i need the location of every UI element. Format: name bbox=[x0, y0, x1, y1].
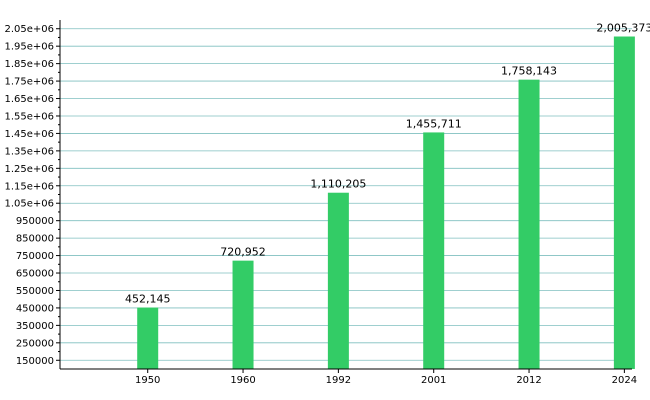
y-tick-label: 1.25e+06 bbox=[4, 164, 54, 175]
y-tick-label: 2.05e+06 bbox=[4, 24, 54, 35]
y-tick-label: 850000 bbox=[16, 234, 54, 245]
y-tick-label: 150000 bbox=[16, 356, 54, 367]
y-tick-label: 1.95e+06 bbox=[4, 42, 54, 53]
y-tick-label: 1.05e+06 bbox=[4, 199, 54, 210]
x-tick-label: 1992 bbox=[326, 375, 351, 386]
y-tick-label: 1.15e+06 bbox=[4, 181, 54, 192]
x-tick-label: 2012 bbox=[516, 375, 541, 386]
data-label: 1,455,711 bbox=[406, 117, 462, 130]
x-tick-label: 2024 bbox=[612, 375, 637, 386]
y-tick-label: 350000 bbox=[16, 321, 54, 332]
data-label: 1,110,205 bbox=[310, 178, 366, 191]
y-tick-label: 1.85e+06 bbox=[4, 59, 54, 70]
y-tick-label: 1.45e+06 bbox=[4, 129, 54, 140]
y-tick-label: 450000 bbox=[16, 303, 54, 314]
data-label: 452,145 bbox=[125, 293, 171, 306]
x-tick-label: 1960 bbox=[230, 375, 255, 386]
bar-1992 bbox=[327, 192, 349, 369]
x-tick-label: 1950 bbox=[135, 375, 160, 386]
data-label: 1,758,143 bbox=[501, 65, 557, 78]
data-label: 2,005,373 bbox=[596, 22, 650, 35]
y-tick-label: 1.55e+06 bbox=[4, 111, 54, 122]
y-tick-label: 950000 bbox=[16, 216, 54, 227]
bar-1960 bbox=[232, 260, 254, 369]
data-label: 720,952 bbox=[220, 246, 266, 259]
bar-2012 bbox=[518, 79, 540, 369]
bar-1950 bbox=[137, 307, 159, 369]
labels: 150000 250000 350000 450000 550000 650000 7500… bbox=[4, 22, 650, 386]
bar-2024 bbox=[613, 36, 635, 369]
y-tick-label: 1.35e+06 bbox=[4, 146, 54, 157]
y-tick-label: 650000 bbox=[16, 269, 54, 280]
x-tick-label: 2001 bbox=[421, 375, 446, 386]
y-tick-label: 1.75e+06 bbox=[4, 77, 54, 88]
bars bbox=[137, 36, 635, 369]
axes bbox=[56, 20, 632, 373]
y-tick-label: 250000 bbox=[16, 338, 54, 349]
y-tick-label: 750000 bbox=[16, 251, 54, 262]
y-tick-label: 550000 bbox=[16, 286, 54, 297]
y-tick-label: 1.65e+06 bbox=[4, 94, 54, 105]
bar-2001 bbox=[423, 132, 445, 369]
